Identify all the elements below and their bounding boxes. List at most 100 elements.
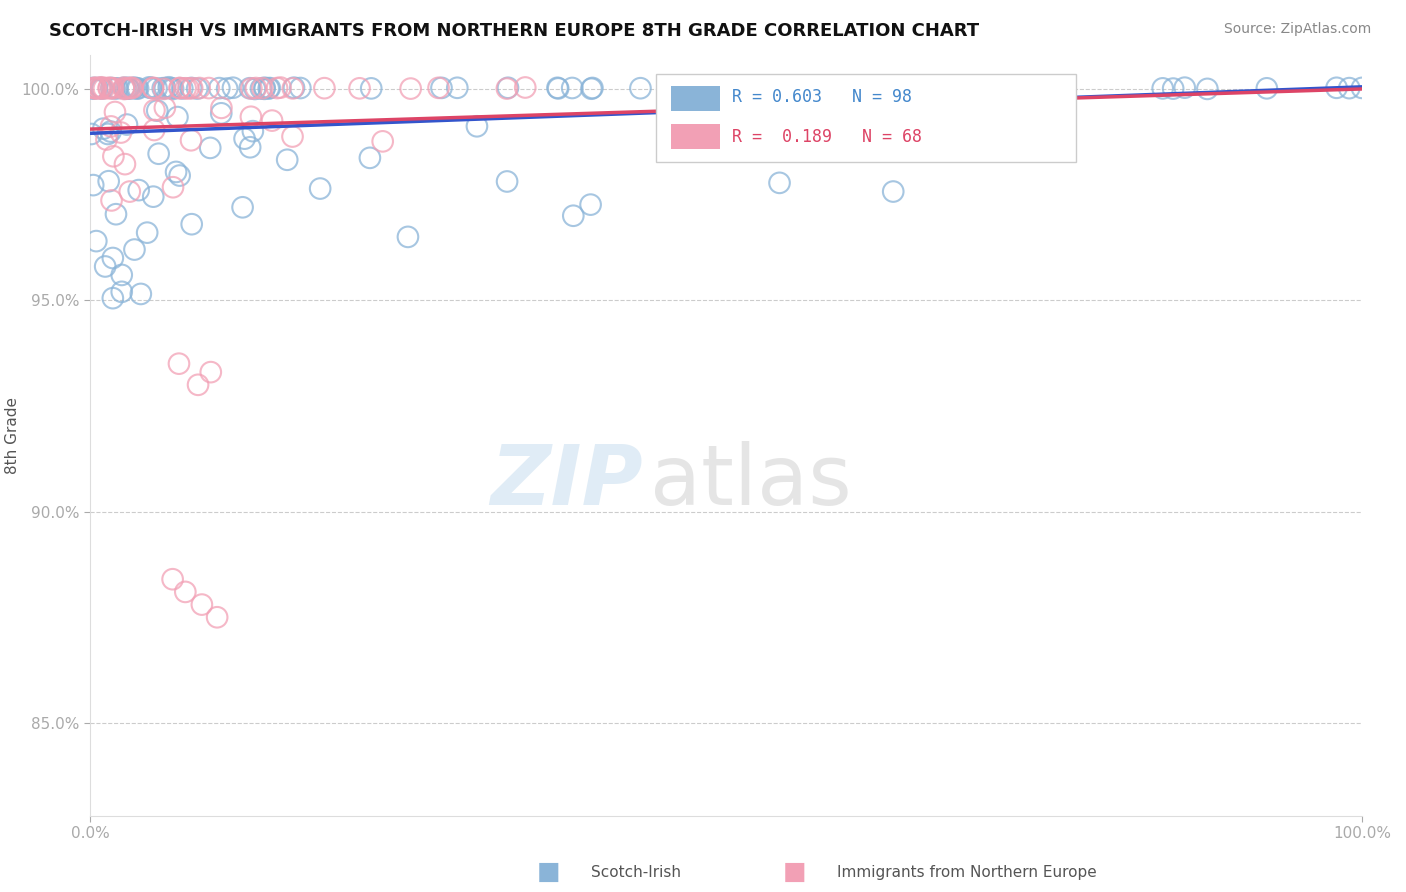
- Point: [118, 185, 141, 199]
- Point: [191, 598, 214, 612]
- Point: [1351, 81, 1374, 95]
- Point: [80, 127, 103, 141]
- Point: [136, 226, 159, 240]
- Point: [546, 80, 568, 95]
- Point: [100, 81, 122, 95]
- Point: [515, 80, 537, 95]
- Point: [177, 81, 200, 95]
- Point: [1005, 81, 1028, 95]
- Point: [562, 209, 585, 223]
- Point: [97, 127, 120, 141]
- Point: [446, 80, 468, 95]
- Point: [100, 194, 122, 208]
- Point: [142, 189, 165, 203]
- Point: [82, 178, 104, 193]
- Text: atlas: atlas: [650, 441, 852, 522]
- Point: [232, 200, 254, 214]
- Point: [83, 81, 105, 95]
- Point: [309, 181, 332, 195]
- Point: [685, 137, 707, 152]
- Point: [239, 81, 262, 95]
- Point: [281, 81, 304, 95]
- Point: [91, 80, 114, 95]
- Point: [141, 80, 163, 95]
- Point: [166, 110, 188, 124]
- Point: [371, 134, 394, 148]
- Point: [686, 81, 709, 95]
- Point: [115, 81, 138, 95]
- Point: [104, 105, 127, 120]
- Point: [209, 101, 232, 115]
- Point: [172, 81, 194, 95]
- Point: [120, 81, 142, 95]
- Point: [101, 81, 124, 95]
- Point: [125, 81, 148, 95]
- Point: [314, 81, 336, 95]
- Point: [180, 81, 202, 95]
- Point: [496, 174, 519, 188]
- Point: [110, 126, 132, 140]
- Point: [153, 82, 176, 96]
- Point: [86, 81, 108, 95]
- Point: [1032, 81, 1054, 95]
- Point: [818, 81, 841, 95]
- Point: [124, 243, 146, 257]
- Point: [233, 131, 256, 145]
- Point: [208, 81, 231, 95]
- Point: [349, 81, 371, 95]
- Point: [93, 81, 115, 95]
- Point: [84, 81, 107, 95]
- Point: [174, 81, 197, 95]
- Point: [945, 81, 967, 95]
- Point: [160, 81, 183, 95]
- Point: [128, 183, 150, 197]
- Point: [111, 285, 134, 299]
- Point: [82, 81, 104, 95]
- Point: [1256, 81, 1278, 95]
- Point: [112, 80, 135, 95]
- Point: [180, 133, 202, 147]
- Point: [94, 260, 117, 274]
- Point: [240, 81, 263, 95]
- Point: [242, 124, 264, 138]
- Point: [98, 80, 121, 95]
- Point: [360, 81, 382, 95]
- Point: [200, 141, 222, 155]
- Point: [153, 81, 176, 95]
- Point: [581, 81, 603, 95]
- Point: [84, 234, 107, 248]
- Point: [1197, 82, 1219, 96]
- Point: [188, 81, 211, 95]
- Point: [138, 80, 160, 95]
- Point: [1174, 80, 1197, 95]
- Point: [239, 110, 262, 124]
- Point: [260, 113, 283, 128]
- Point: [169, 169, 191, 183]
- Point: [245, 81, 267, 95]
- Point: [97, 81, 120, 95]
- Text: SCOTCH-IRISH VS IMMIGRANTS FROM NORTHERN EUROPE 8TH GRADE CORRELATION CHART: SCOTCH-IRISH VS IMMIGRANTS FROM NORTHERN…: [49, 22, 980, 40]
- Point: [146, 103, 169, 118]
- Point: [100, 81, 122, 95]
- Point: [91, 81, 114, 95]
- Point: [222, 80, 245, 95]
- Point: [266, 81, 288, 95]
- Point: [167, 357, 190, 371]
- Y-axis label: 8th Grade: 8th Grade: [6, 397, 20, 474]
- Point: [250, 81, 273, 95]
- Point: [117, 80, 139, 95]
- Point: [465, 120, 488, 134]
- Point: [83, 81, 105, 95]
- Point: [768, 176, 790, 190]
- Point: [547, 81, 569, 95]
- Point: [579, 197, 602, 211]
- Point: [197, 81, 219, 95]
- Point: [630, 81, 652, 95]
- Point: [153, 101, 176, 115]
- Point: [790, 80, 813, 95]
- Point: [142, 80, 165, 95]
- Point: [86, 81, 108, 95]
- Point: [1339, 81, 1361, 95]
- Point: [152, 81, 174, 95]
- Point: [104, 207, 127, 221]
